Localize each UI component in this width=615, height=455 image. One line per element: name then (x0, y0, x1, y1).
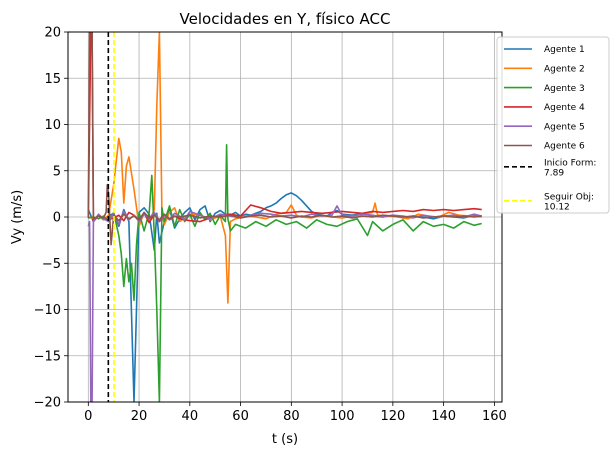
x-tick-label: 60 (232, 409, 249, 424)
legend-label-agente-5: Agente 5 (544, 122, 585, 132)
vline-layer (107, 32, 115, 402)
series-line-agente-5 (87, 205, 482, 402)
legend-label-agente-2: Agente 2 (544, 65, 585, 75)
x-tick-label: 140 (431, 409, 456, 424)
y-tick-label: −5 (42, 257, 61, 272)
x-tick-label: 80 (283, 409, 300, 424)
y-ticks: −20 −15 −10 −5 0 5 10 15 20 (34, 26, 68, 411)
y-axis-title: Vy (m/s) (10, 190, 25, 244)
y-tick-label: 10 (44, 118, 61, 133)
legend-label-vline-0: 7.89 (544, 168, 564, 178)
series-line-agente-3 (88, 144, 482, 402)
x-tick-label: 20 (131, 409, 148, 424)
legend-label-agente-6: Agente 6 (544, 142, 585, 152)
legend-label-vline-1: 10.12 (544, 202, 570, 212)
legend-label-agente-4: Agente 4 (544, 103, 585, 113)
x-tick-label: 160 (482, 409, 507, 424)
legend-label-agente-3: Agente 3 (544, 84, 585, 94)
x-tick-label: 40 (182, 409, 199, 424)
y-tick-label: −15 (34, 349, 61, 364)
x-tick-label: 120 (380, 409, 405, 424)
y-tick-label: 0 (53, 211, 61, 226)
x-tick-label: 0 (84, 409, 92, 424)
legend-label-vline-1: Seguir Obj: (544, 192, 594, 202)
y-tick-label: −20 (34, 396, 61, 411)
chart-title: Velocidades en Y, físico ACC (180, 10, 391, 28)
y-tick-label: −10 (34, 303, 61, 318)
legend: Agente 1 Agente 2 Agente 3 Agente 4 Agente 5… (496, 36, 610, 214)
x-axis-title: t (s) (272, 432, 298, 447)
legend-label-agente-1: Agente 1 (544, 45, 585, 55)
legend-label-vline-0: Inicio Form: (544, 158, 596, 168)
legend-box (496, 36, 610, 214)
y-tick-label: 20 (44, 26, 61, 41)
series-line-agente-4 (87, 32, 482, 224)
x-ticks: 0 20 40 60 80 100 120 140 160 (84, 402, 507, 424)
y-tick-label: 15 (44, 72, 61, 87)
x-tick-label: 100 (330, 409, 355, 424)
y-tick-label: 5 (53, 164, 61, 179)
